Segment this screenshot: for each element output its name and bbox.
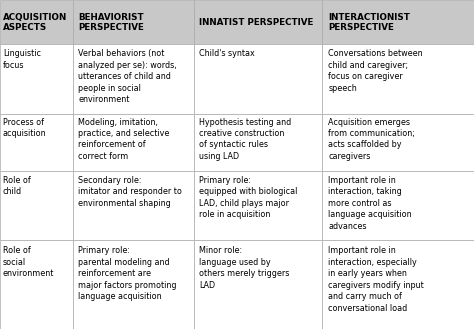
- Text: Modeling, imitation,
practice, and selective
reinforcement of
correct form: Modeling, imitation, practice, and selec…: [78, 117, 170, 161]
- Text: Role of
child: Role of child: [3, 176, 31, 196]
- Bar: [194, 44, 322, 114]
- Text: INNATIST PERSPECTIVE: INNATIST PERSPECTIVE: [200, 18, 314, 27]
- Bar: [0, 44, 73, 114]
- Text: Hypothesis testing and
creative construction
of syntactic rules
using LAD: Hypothesis testing and creative construc…: [200, 117, 292, 161]
- Bar: [73, 114, 194, 171]
- Text: Verbal behaviors (not
analyzed per se): words,
utterances of child and
people in: Verbal behaviors (not analyzed per se): …: [78, 49, 177, 104]
- Bar: [73, 44, 194, 114]
- Text: Primary role:
parental modeling and
reinforcement are
major factors promoting
la: Primary role: parental modeling and rein…: [78, 246, 177, 301]
- Text: Role of
social
environment: Role of social environment: [3, 246, 55, 278]
- Text: ACQUISITION
ASPECTS: ACQUISITION ASPECTS: [3, 13, 67, 32]
- Text: Acquisition emerges
from communication;
acts scaffolded by
caregivers: Acquisition emerges from communication; …: [328, 117, 415, 161]
- Bar: [0, 240, 73, 329]
- Text: BEHAVIORIST
PERSPECTIVE: BEHAVIORIST PERSPECTIVE: [78, 13, 144, 32]
- Bar: [194, 240, 322, 329]
- Text: INTERACTIONIST
PERSPECTIVE: INTERACTIONIST PERSPECTIVE: [328, 13, 410, 32]
- Bar: [322, 0, 474, 44]
- Text: Important role in
interaction, especially
in early years when
caregivers modify : Important role in interaction, especiall…: [328, 246, 424, 313]
- Bar: [322, 114, 474, 171]
- Text: Conversations between
child and caregiver;
focus on caregiver
speech: Conversations between child and caregive…: [328, 49, 423, 92]
- Text: Minor role:
language used by
others merely triggers
LAD: Minor role: language used by others mere…: [200, 246, 290, 290]
- Bar: [0, 114, 73, 171]
- Bar: [194, 171, 322, 240]
- Bar: [73, 171, 194, 240]
- Text: Process of
acquisition: Process of acquisition: [3, 117, 46, 138]
- Bar: [194, 114, 322, 171]
- Bar: [73, 240, 194, 329]
- Text: Primary role:
equipped with biological
LAD, child plays major
role in acquisitio: Primary role: equipped with biological L…: [200, 176, 298, 219]
- Bar: [194, 0, 322, 44]
- Text: Important role in
interaction, taking
more control as
language acquisition
advan: Important role in interaction, taking mo…: [328, 176, 412, 231]
- Bar: [73, 0, 194, 44]
- Text: Linguistic
focus: Linguistic focus: [3, 49, 41, 70]
- Bar: [0, 171, 73, 240]
- Text: Child's syntax: Child's syntax: [200, 49, 255, 58]
- Bar: [322, 240, 474, 329]
- Text: Secondary role:
imitator and responder to
environmental shaping: Secondary role: imitator and responder t…: [78, 176, 182, 208]
- Bar: [322, 171, 474, 240]
- Bar: [322, 44, 474, 114]
- Bar: [0, 0, 73, 44]
